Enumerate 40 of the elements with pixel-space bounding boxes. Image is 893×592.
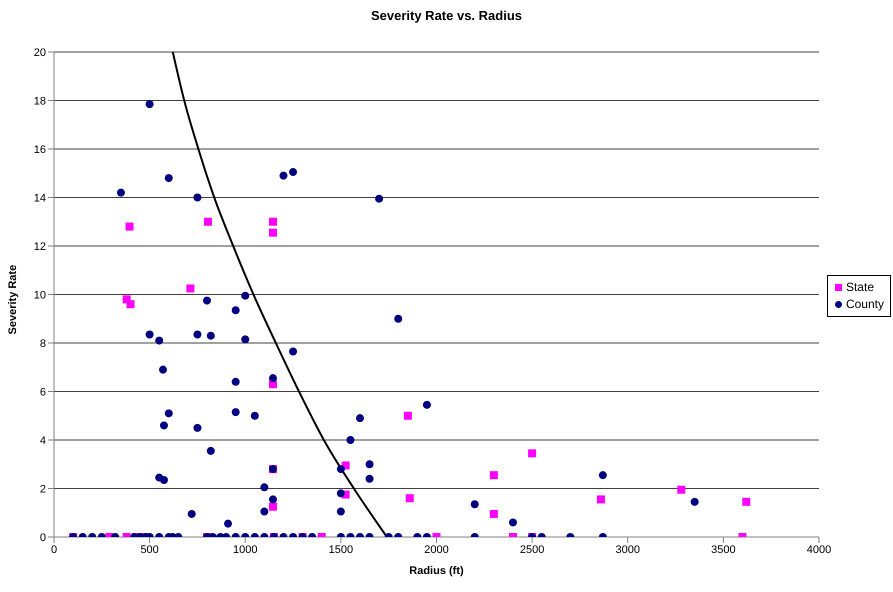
x-tick-label: 3500 xyxy=(711,544,736,556)
point xyxy=(204,218,212,226)
y-tick-label: 8 xyxy=(40,338,46,350)
x-tick-label: 500 xyxy=(140,544,159,556)
legend-label: State xyxy=(846,279,874,296)
point xyxy=(528,449,536,458)
point xyxy=(268,218,277,226)
y-tick-label: 20 xyxy=(34,46,46,59)
y-tick-label: 4 xyxy=(40,434,46,447)
y-tick-label: 14 xyxy=(34,192,46,204)
point xyxy=(490,510,498,518)
y-tick-label: 16 xyxy=(34,144,46,156)
x-tick-label: 1500 xyxy=(328,544,354,556)
point xyxy=(404,412,412,420)
y-tick-label: 2 xyxy=(40,483,46,496)
point xyxy=(490,471,498,480)
point xyxy=(126,300,134,308)
x-axis-title: Radius (ft) xyxy=(409,565,464,577)
y-tick-label: 12 xyxy=(34,240,46,253)
x-tick-label: 3000 xyxy=(615,544,640,556)
y-tick-label: 10 xyxy=(34,289,46,302)
point xyxy=(268,502,277,511)
x-tick-label: 0 xyxy=(50,544,58,556)
point xyxy=(596,495,605,504)
x-tick-label: 2500 xyxy=(520,544,544,556)
point xyxy=(126,222,134,231)
point xyxy=(268,228,277,237)
y-axis-title: Severity Rate xyxy=(6,264,19,334)
point xyxy=(677,486,686,494)
y-tick-label: 6 xyxy=(40,386,46,398)
x-tick-label: 4000 xyxy=(806,544,832,556)
chart-title: Severity Rate vs. Radius xyxy=(370,8,524,23)
point xyxy=(186,284,194,292)
y-tick-label: 18 xyxy=(34,95,46,108)
point xyxy=(742,498,750,506)
x-tick-label: 2000 xyxy=(424,544,449,556)
x-tick-label: 1000 xyxy=(233,544,258,556)
point xyxy=(406,494,414,502)
legend-label: County xyxy=(846,296,884,313)
y-tick-label: 0 xyxy=(40,532,46,544)
